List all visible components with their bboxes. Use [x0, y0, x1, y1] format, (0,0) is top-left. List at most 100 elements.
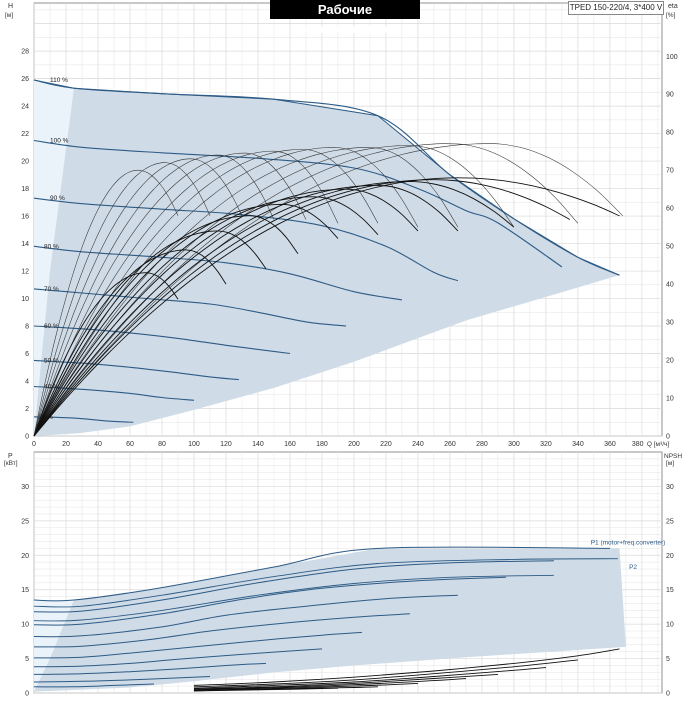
p1-curve: [33, 648, 323, 668]
p1-curve: [33, 683, 155, 688]
p1-curve: [33, 662, 267, 675]
npsh-curve: [193, 678, 466, 691]
eta-curve: [33, 143, 623, 437]
x-tick-label: 260: [444, 441, 456, 448]
eta-curve-bold: [33, 177, 620, 437]
y2-tick-label: 70: [666, 168, 674, 175]
speed-label: 110 %: [50, 77, 68, 84]
x-tick-label: 20: [62, 441, 70, 448]
x-tick-label: 180: [316, 441, 328, 448]
y2-axis-unit: [%]: [666, 12, 676, 19]
speed-label: 90 %: [50, 195, 65, 202]
y2-tick-label: 60: [666, 206, 674, 213]
p1-curve: [33, 560, 554, 613]
eta-curve: [33, 154, 275, 437]
y-tick-label: 20: [21, 159, 29, 166]
chart-title: Рабочие характеристики: [270, 0, 420, 36]
p2-series-label: P2: [629, 564, 637, 571]
p2-curve: [33, 574, 554, 622]
y2-tick-label: 10: [666, 622, 674, 629]
eta-curve-bold: [33, 196, 379, 437]
y-tick-label: 5: [25, 656, 29, 663]
eta-curve-bold: [33, 181, 515, 437]
y-tick-label: 12: [21, 269, 29, 276]
y2-tick-label: 0: [666, 691, 670, 698]
x-tick-label: 0: [32, 441, 36, 448]
npsh-curve: [193, 667, 546, 689]
y2-tick-label: 50: [666, 244, 674, 251]
y-tick-label: 10: [21, 622, 29, 629]
y-tick-label: 22: [21, 131, 29, 138]
qh-curve-70: [33, 288, 347, 327]
qh-curve-80: [33, 245, 402, 301]
p1-series-label: P1 (motor+freq.converter): [591, 539, 666, 546]
y-tick-label: 16: [21, 214, 29, 221]
x-tick-label: 160: [284, 441, 296, 448]
eta-curve: [33, 146, 419, 437]
y-tick-label: 10: [21, 296, 29, 303]
x-tick-label: 100: [188, 441, 200, 448]
y-axis-label: P: [8, 453, 13, 460]
speed-label: 100 %: [50, 137, 69, 144]
y-axis-label: H: [8, 3, 13, 10]
npsh-curve: [193, 648, 620, 686]
y-tick-label: 18: [21, 186, 29, 193]
speed-label: 40 %: [44, 384, 59, 391]
eta-curve-bold: [33, 215, 299, 437]
y-tick-label: 2: [25, 406, 29, 413]
x-tick-label: 120: [220, 441, 232, 448]
y2-tick-label: 90: [666, 92, 674, 99]
x-tick-label: 280: [476, 441, 488, 448]
eta-curve: [33, 169, 179, 437]
y2-tick-label: 30: [666, 484, 674, 491]
x-tick-label: 60: [126, 441, 134, 448]
qh-curve-25: [33, 416, 134, 423]
p1-curve: [33, 676, 211, 683]
eta-curve-bold: [33, 249, 227, 437]
y-tick-label: 0: [25, 691, 29, 698]
x-tick-label: 140: [252, 441, 264, 448]
eta-curve-bold: [33, 179, 571, 437]
eta-curve-bold: [33, 203, 339, 437]
eta-curve: [33, 158, 243, 437]
y-axis-unit: [кВт]: [4, 460, 18, 467]
qh-curve-100: [33, 139, 563, 268]
p1-curve: [33, 576, 506, 626]
eta-curve: [33, 162, 211, 437]
y2-tick-label: 0: [666, 434, 670, 441]
y2-tick-label: 80: [666, 130, 674, 137]
y2-axis-unit: [м]: [666, 460, 674, 467]
npsh-curve: [193, 659, 578, 688]
y2-tick-label: 5: [666, 656, 670, 663]
y-tick-label: 8: [25, 324, 29, 331]
x-tick-label: 80: [158, 441, 166, 448]
eta-curve: [33, 143, 579, 437]
x-tick-label: 360: [604, 441, 616, 448]
y-tick-label: 20: [21, 553, 29, 560]
qh-curve-110: [33, 79, 620, 276]
npsh-curve: [193, 682, 418, 691]
npsh-curve: [193, 687, 339, 692]
speed-label: 80 %: [44, 243, 59, 250]
y2-axis-label: eta: [668, 3, 678, 10]
y-axis-unit: [м]: [5, 12, 13, 19]
y2-tick-label: 10: [666, 396, 674, 403]
p1-curve: [33, 594, 458, 638]
low-flow-zone: [34, 79, 74, 436]
p1-curve: [33, 546, 610, 602]
p2-curve: [33, 558, 618, 608]
y2-tick-label: 20: [666, 553, 674, 560]
npsh-curve: [193, 673, 498, 690]
y2-tick-label: 25: [666, 518, 674, 525]
p1-curve: [33, 613, 410, 648]
y2-tick-label: 40: [666, 282, 674, 289]
y-tick-label: 30: [21, 484, 29, 491]
y-tick-label: 6: [25, 351, 29, 358]
y2-tick-label: 100: [666, 54, 678, 61]
eta-curve: [33, 152, 307, 437]
y2-tick-label: 30: [666, 320, 674, 327]
y-tick-label: 24: [21, 104, 29, 111]
y2-tick-label: 15: [666, 587, 674, 594]
